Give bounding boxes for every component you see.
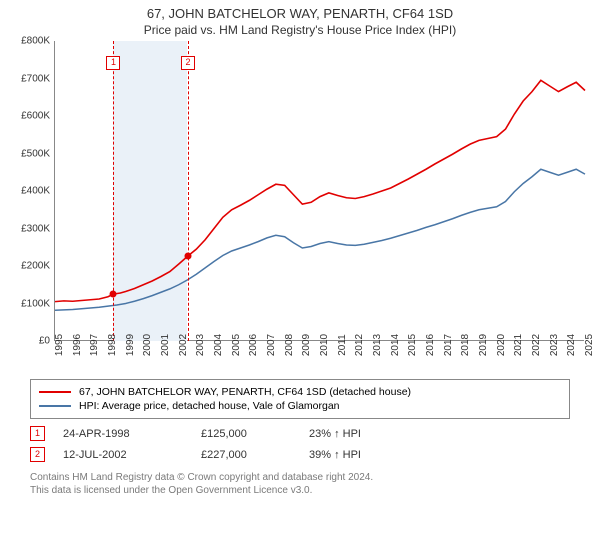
sale-marker-1: 1 bbox=[106, 56, 120, 70]
sale-vline bbox=[188, 41, 189, 341]
xtick-label: 2001 bbox=[160, 334, 171, 356]
sale-pct: 39% ↑ HPI bbox=[309, 449, 361, 461]
xtick-label: 2006 bbox=[248, 334, 259, 356]
footer-line2: This data is licensed under the Open Gov… bbox=[30, 484, 570, 497]
xtick-label: 2004 bbox=[213, 334, 224, 356]
xtick-label: 2012 bbox=[354, 334, 365, 356]
footer: Contains HM Land Registry data © Crown c… bbox=[0, 465, 600, 497]
xtick-label: 2024 bbox=[566, 334, 577, 356]
xtick-label: 2003 bbox=[195, 334, 206, 356]
xtick-label: 1997 bbox=[89, 334, 100, 356]
xtick-label: 2020 bbox=[496, 334, 507, 356]
ytick-label: £0 bbox=[39, 336, 50, 347]
xtick-label: 2010 bbox=[319, 334, 330, 356]
ytick-label: £200K bbox=[21, 261, 50, 272]
ytick-label: £400K bbox=[21, 186, 50, 197]
xtick-label: 2016 bbox=[425, 334, 436, 356]
xtick-label: 2019 bbox=[478, 334, 489, 356]
xtick-label: 2023 bbox=[549, 334, 560, 356]
xtick-label: 2017 bbox=[443, 334, 454, 356]
ytick-label: £800K bbox=[21, 36, 50, 47]
sale-row-marker: 2 bbox=[30, 447, 45, 462]
xtick-label: 2009 bbox=[301, 334, 312, 356]
xtick-label: 2011 bbox=[337, 334, 348, 356]
xtick-label: 2013 bbox=[372, 334, 383, 356]
chart-container: 12 £0£100K£200K£300K£400K£500K£600K£700K… bbox=[10, 41, 590, 371]
chart-svg bbox=[55, 41, 585, 341]
sale-date: 12-JUL-2002 bbox=[63, 449, 183, 461]
xtick-label: 2018 bbox=[460, 334, 471, 356]
xtick-label: 1999 bbox=[125, 334, 136, 356]
xtick-label: 2002 bbox=[178, 334, 189, 356]
sale-marker-2: 2 bbox=[181, 56, 195, 70]
series-property bbox=[55, 80, 585, 301]
legend-label: HPI: Average price, detached house, Vale… bbox=[79, 400, 340, 412]
chart-subtitle: Price paid vs. HM Land Registry's House … bbox=[0, 21, 600, 41]
xtick-label: 2014 bbox=[390, 334, 401, 356]
xtick-label: 2025 bbox=[584, 334, 595, 356]
xtick-label: 2000 bbox=[142, 334, 153, 356]
legend-row: HPI: Average price, detached house, Vale… bbox=[39, 399, 561, 413]
ytick-label: £500K bbox=[21, 148, 50, 159]
xtick-label: 1995 bbox=[54, 334, 65, 356]
ytick-label: £300K bbox=[21, 223, 50, 234]
sale-dot bbox=[185, 252, 192, 259]
sale-pct: 23% ↑ HPI bbox=[309, 428, 361, 440]
ytick-label: £100K bbox=[21, 298, 50, 309]
sale-date: 24-APR-1998 bbox=[63, 428, 183, 440]
xtick-label: 1998 bbox=[107, 334, 118, 356]
ytick-label: £700K bbox=[21, 73, 50, 84]
plot-area: 12 bbox=[54, 41, 584, 341]
sales-list: 1 24-APR-1998 £125,000 23% ↑ HPI 2 12-JUL-200… bbox=[0, 423, 600, 465]
legend-row: 67, JOHN BATCHELOR WAY, PENARTH, CF64 1S… bbox=[39, 385, 561, 399]
legend-swatch bbox=[39, 391, 71, 393]
xtick-label: 2021 bbox=[513, 334, 524, 356]
legend-label: 67, JOHN BATCHELOR WAY, PENARTH, CF64 1S… bbox=[79, 386, 411, 398]
xtick-label: 2007 bbox=[266, 334, 277, 356]
xtick-label: 1996 bbox=[72, 334, 83, 356]
sale-dot bbox=[110, 291, 117, 298]
sale-row: 2 12-JUL-2002 £227,000 39% ↑ HPI bbox=[0, 444, 600, 465]
footer-line1: Contains HM Land Registry data © Crown c… bbox=[30, 471, 570, 484]
sale-row-marker: 1 bbox=[30, 426, 45, 441]
xtick-label: 2022 bbox=[531, 334, 542, 356]
sale-row: 1 24-APR-1998 £125,000 23% ↑ HPI bbox=[0, 423, 600, 444]
legend: 67, JOHN BATCHELOR WAY, PENARTH, CF64 1S… bbox=[30, 379, 570, 419]
ytick-label: £600K bbox=[21, 111, 50, 122]
legend-swatch bbox=[39, 405, 71, 407]
xtick-label: 2008 bbox=[284, 334, 295, 356]
chart-title: 67, JOHN BATCHELOR WAY, PENARTH, CF64 1S… bbox=[0, 0, 600, 21]
sale-price: £125,000 bbox=[201, 428, 291, 440]
xtick-label: 2005 bbox=[231, 334, 242, 356]
xtick-label: 2015 bbox=[407, 334, 418, 356]
sale-price: £227,000 bbox=[201, 449, 291, 461]
